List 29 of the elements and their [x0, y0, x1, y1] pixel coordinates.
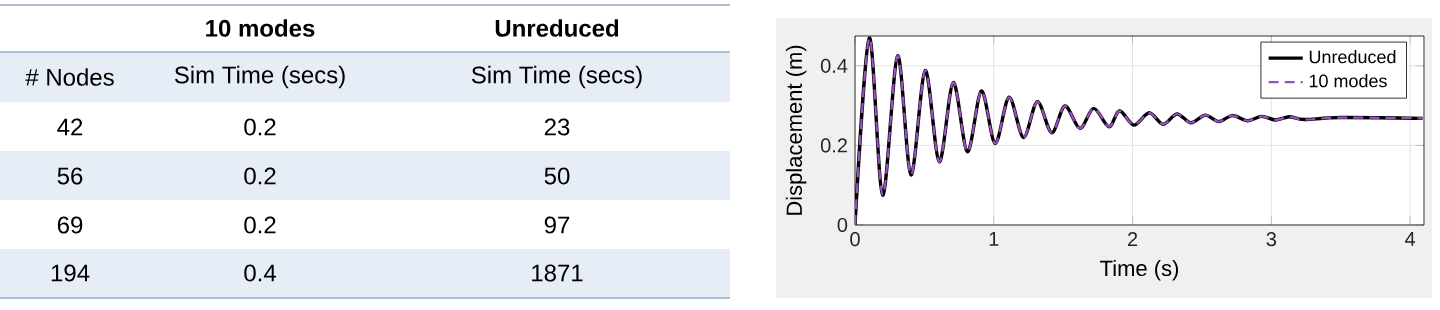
x-tick-label: 1 [989, 232, 999, 246]
text: 1871 [532, 264, 583, 282]
x-tick-label: 2 [1128, 232, 1138, 247]
text: 97 [544, 216, 570, 234]
text: 194 [51, 264, 90, 282]
y-tick-label: 0.2 [820, 138, 847, 153]
y-tick-label: 0.4 [820, 58, 848, 73]
text: 10 modes [206, 19, 315, 37]
text: 0.2 [244, 216, 276, 234]
y-tick-label: 0 [837, 217, 848, 233]
x-tick-label: 4 [1405, 232, 1416, 246]
text: 0.4 [244, 264, 276, 282]
text: Sim Time (secs) [471, 65, 642, 89]
text: 50 [544, 167, 570, 185]
x-tick-label: 0 [850, 232, 860, 247]
text: 69 [57, 216, 83, 234]
y-axis-title: Displacement (m) [785, 45, 807, 215]
text: 56 [57, 167, 83, 185]
text: Unreduced [495, 19, 619, 37]
text: Sim Time (secs) [174, 65, 345, 89]
legend-label: 10 modes [1309, 74, 1387, 88]
text: 23 [544, 118, 570, 136]
text: 0.2 [244, 118, 276, 136]
legend-label: Unreduced [1309, 50, 1396, 64]
x-axis-title: Time (s) [1100, 259, 1179, 281]
text: 0.2 [244, 167, 276, 185]
text: # Nodes [25, 68, 114, 86]
x-tick-label: 3 [1266, 232, 1277, 247]
text: 42 [57, 118, 83, 136]
